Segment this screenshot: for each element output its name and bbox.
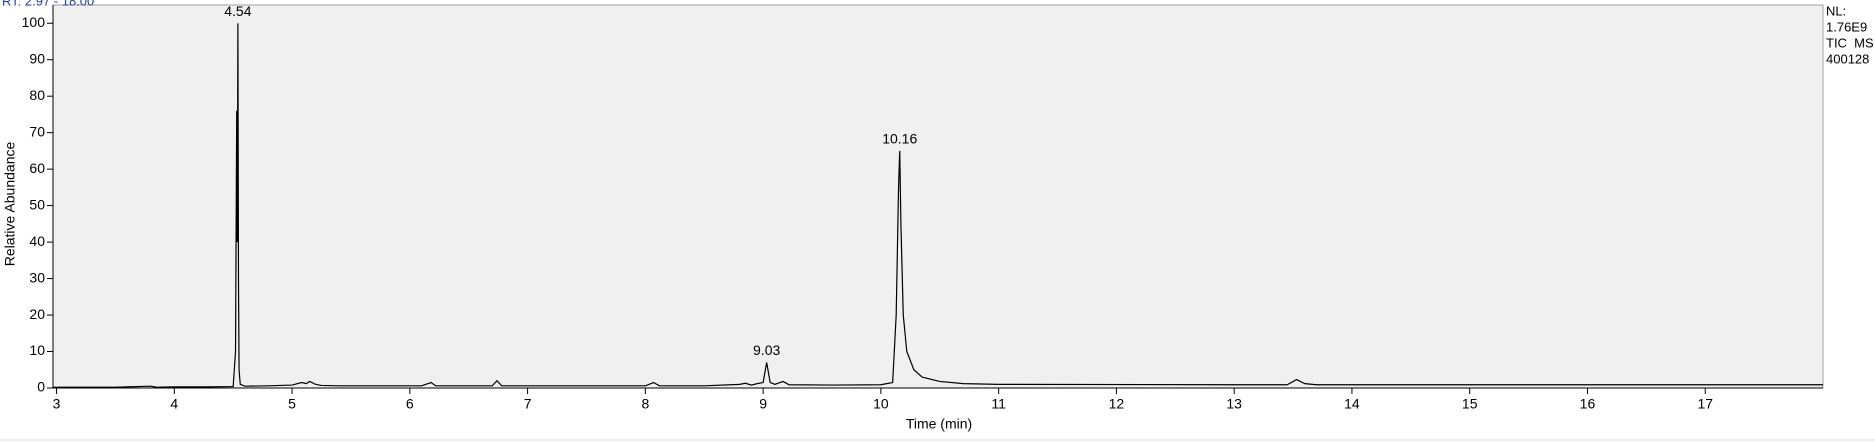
y-tick-label: 80 <box>29 87 45 103</box>
x-tick-label: 15 <box>1462 396 1478 412</box>
y-tick-label: 40 <box>29 233 45 249</box>
x-tick-label: 7 <box>524 396 532 412</box>
x-tick-label: 13 <box>1226 396 1242 412</box>
info-text: 400128 <box>1826 51 1869 66</box>
peak-label: 9.03 <box>753 342 780 358</box>
x-tick-label: 8 <box>641 396 649 412</box>
y-tick-label: 20 <box>29 306 45 322</box>
plot-background <box>52 4 1824 389</box>
y-axis-label: Relative Abundance <box>2 142 18 267</box>
info-text: TIC MS <box>1826 35 1874 50</box>
y-tick-label: 30 <box>29 269 45 285</box>
range-label: RT: 2.97 - 18.00 <box>2 0 94 8</box>
x-tick-label: 16 <box>1580 396 1596 412</box>
y-tick-label: 70 <box>29 123 45 139</box>
x-tick-label: 4 <box>170 396 178 412</box>
y-tick-label: 50 <box>29 196 45 212</box>
info-text: 1.76E9 <box>1826 19 1867 34</box>
x-tick-label: 10 <box>873 396 889 412</box>
y-tick-label: 60 <box>29 160 45 176</box>
x-tick-label: 6 <box>406 396 414 412</box>
x-tick-label: 14 <box>1344 396 1360 412</box>
y-tick-label: 100 <box>22 14 46 30</box>
x-tick-label: 11 <box>991 396 1006 412</box>
peak-label: 10.16 <box>882 131 917 147</box>
peak-label: 4.54 <box>224 3 251 19</box>
y-tick-label: 90 <box>29 50 45 66</box>
x-tick-label: 5 <box>288 396 296 412</box>
x-tick-label: 12 <box>1109 396 1125 412</box>
x-tick-label: 3 <box>53 396 61 412</box>
x-tick-label: 17 <box>1697 396 1713 412</box>
y-tick-label: 10 <box>29 342 45 358</box>
x-tick-label: 9 <box>759 396 767 412</box>
chromatogram-line <box>53 23 1823 388</box>
info-text: NL: <box>1826 3 1846 18</box>
y-tick-label: 0 <box>37 379 45 395</box>
x-axis-label: Time (min) <box>906 416 972 432</box>
